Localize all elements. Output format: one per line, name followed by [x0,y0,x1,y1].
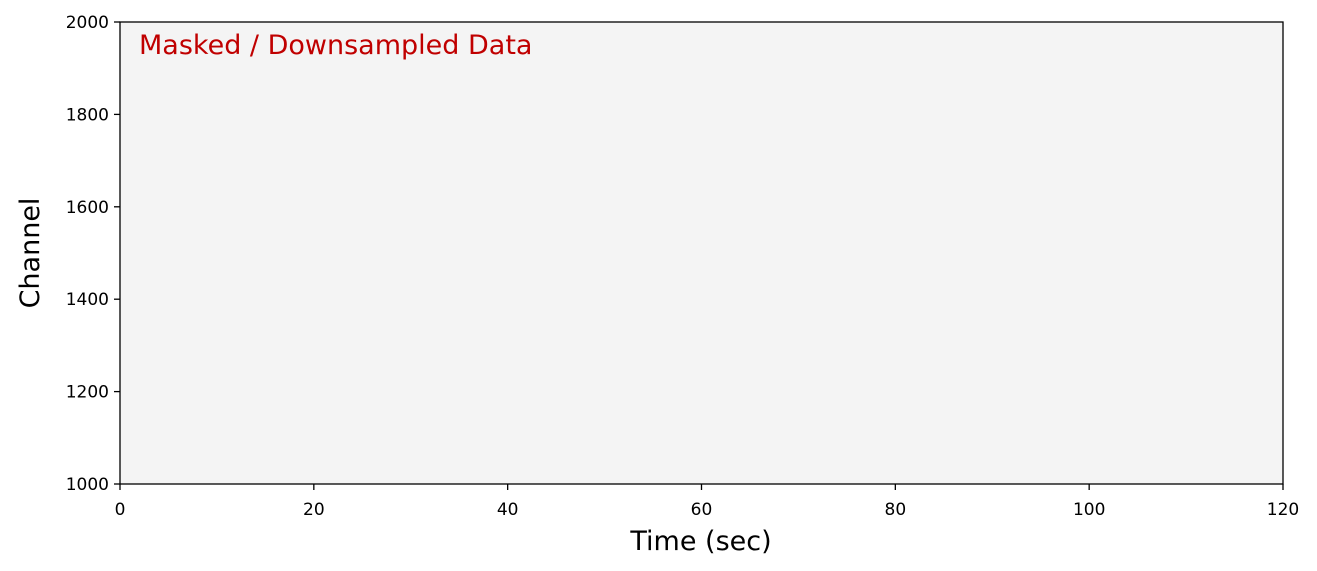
y-tick-label: 1200 [66,383,109,403]
y-axis-label: Channel [15,198,46,309]
x-tick-label: 80 [885,500,907,520]
y-tick-label: 1400 [66,290,109,310]
x-tick-label: 0 [115,500,126,520]
x-tick-label: 100 [1073,500,1105,520]
y-tick-label: 2000 [66,13,109,33]
x-tick-label: 120 [1267,500,1299,520]
x-tick-label: 40 [497,500,519,520]
x-axis-label: Time (sec) [629,526,771,557]
y-tick-label: 1600 [66,198,109,218]
y-tick-label: 1800 [66,105,109,125]
x-tick-label: 60 [691,500,713,520]
y-tick-label: 1000 [66,475,109,495]
x-tick-label: 20 [303,500,325,520]
image-area [120,22,1283,484]
annotation: Masked / Downsampled Data [139,30,532,61]
